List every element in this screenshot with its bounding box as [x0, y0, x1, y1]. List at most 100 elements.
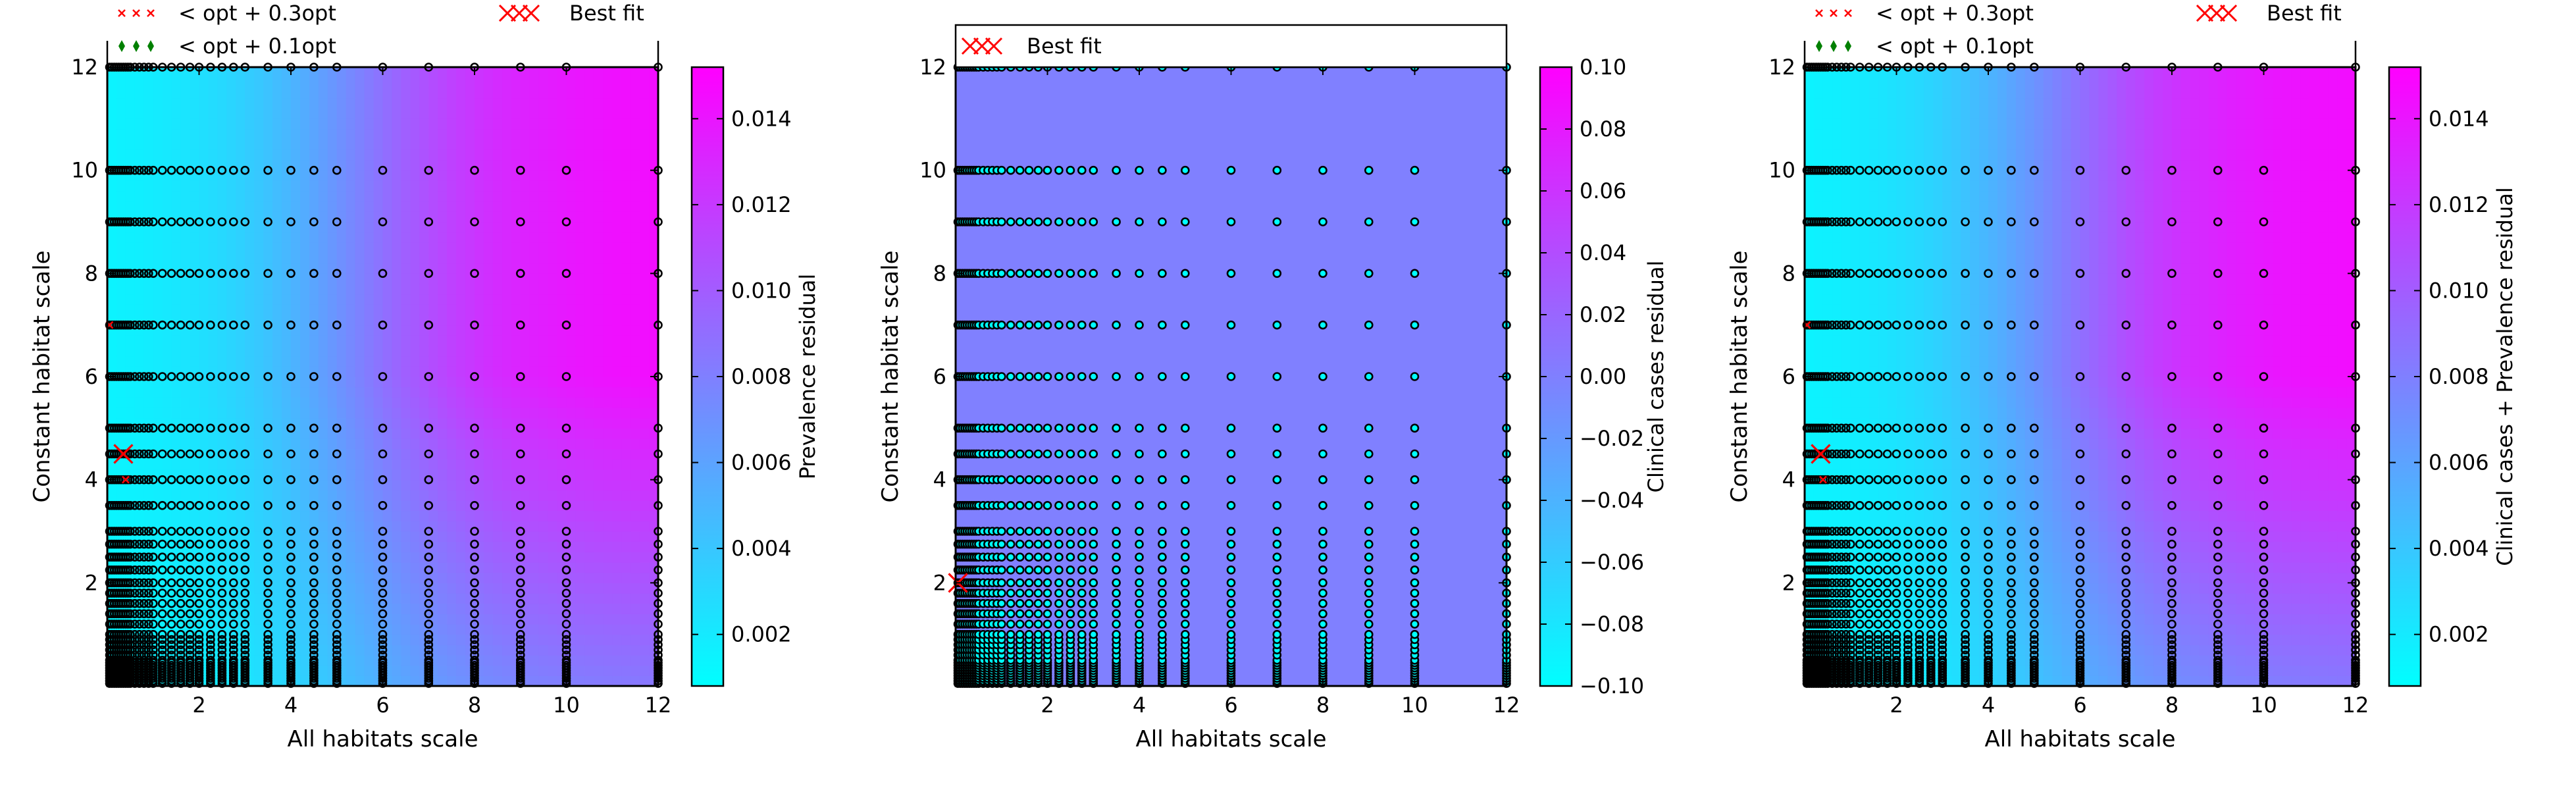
- sample-point: [332, 635, 342, 645]
- heatmap-cell: [217, 180, 227, 192]
- heatmap-cell: [199, 490, 209, 501]
- sample-point: [561, 165, 571, 175]
- heatmap-cell: [566, 510, 577, 521]
- heatmap-cell: [318, 438, 328, 450]
- heatmap-cell: [245, 346, 255, 357]
- heatmap-cell: [392, 459, 401, 470]
- heatmap-cell: [299, 510, 310, 521]
- sample-point: [167, 640, 176, 650]
- heatmap-cell: [346, 408, 356, 419]
- heatmap-cell: [355, 346, 365, 357]
- sample-point: [240, 578, 250, 588]
- heatmap-cell: [245, 377, 255, 388]
- sample-point: [206, 449, 215, 459]
- heatmap-cell: [401, 191, 411, 202]
- heatmap-cell: [419, 211, 429, 223]
- heatmap-cell: [511, 386, 521, 398]
- heatmap-cell: [180, 459, 191, 470]
- heatmap-cell: [226, 211, 236, 223]
- heatmap-cell: [557, 356, 567, 367]
- heatmap-cell: [364, 541, 374, 552]
- heatmap-cell: [116, 386, 126, 398]
- sample-point: [167, 609, 176, 619]
- heatmap-cell: [153, 98, 163, 109]
- heatmap-cell: [382, 521, 393, 532]
- heatmap-cell: [392, 232, 401, 243]
- heatmap-cell: [502, 180, 512, 192]
- heatmap-cell: [355, 428, 365, 439]
- heatmap-cell: [217, 88, 227, 99]
- heatmap-cell: [649, 386, 659, 398]
- heatmap-cell: [327, 253, 338, 264]
- heatmap-cell: [272, 88, 282, 99]
- heatmap-cell: [226, 325, 236, 336]
- sample-point: [424, 475, 434, 485]
- heatmap-cell: [392, 88, 401, 99]
- sample-point: [240, 609, 250, 619]
- heatmap-cell: [336, 191, 347, 202]
- heatmap-cell: [355, 448, 365, 460]
- heatmap-cell: [548, 284, 558, 295]
- heatmap-cell: [640, 531, 650, 542]
- heatmap-cell: [382, 180, 393, 192]
- heatmap-cell: [392, 170, 401, 181]
- heatmap-cell: [483, 232, 494, 243]
- sample-point: [228, 598, 238, 608]
- heatmap-cell: [254, 417, 264, 429]
- heatmap-cell: [419, 356, 429, 367]
- heatmap-cell: [594, 170, 604, 181]
- heatmap-cell: [346, 469, 356, 481]
- heatmap-cell: [548, 377, 558, 388]
- heatmap-cell: [456, 149, 466, 161]
- heatmap-cell: [483, 315, 494, 326]
- heatmap-cell: [475, 170, 484, 181]
- sample-point: [228, 640, 238, 650]
- heatmap-cell: [447, 129, 457, 140]
- heatmap-cell: [373, 603, 384, 614]
- heatmap-cell: [538, 201, 549, 212]
- sample-point: [126, 320, 135, 330]
- heatmap-cell: [502, 665, 512, 676]
- sample-point: [217, 629, 227, 639]
- sample-point: [470, 598, 479, 608]
- heatmap-cell: [438, 377, 448, 388]
- heatmap-cell: [217, 284, 227, 295]
- heatmap-cell: [520, 108, 530, 119]
- sample-point: [144, 423, 153, 433]
- heatmap-cell: [465, 191, 475, 202]
- heatmap-cell: [254, 191, 264, 202]
- heatmap-cell: [456, 459, 466, 470]
- sample-point: [135, 598, 144, 608]
- heatmap-cell: [217, 386, 227, 398]
- heatmap-cell: [492, 490, 503, 501]
- heatmap-cell: [236, 294, 245, 305]
- sample-point: [515, 320, 525, 330]
- heatmap-cell: [263, 490, 273, 501]
- heatmap-cell: [640, 160, 650, 171]
- heatmap-cell: [143, 284, 154, 295]
- heatmap-cell: [465, 160, 475, 171]
- heatmap-cell: [318, 459, 328, 470]
- heatmap-cell: [282, 232, 292, 243]
- heatmap-cell: [438, 510, 448, 521]
- heatmap-cell: [107, 201, 117, 212]
- sample-point: [424, 269, 434, 278]
- heatmap-cell: [180, 603, 191, 614]
- heatmap-cell: [428, 294, 438, 305]
- heatmap-cell: [475, 191, 484, 202]
- heatmap-cell: [621, 242, 631, 253]
- sample-point: [167, 635, 176, 645]
- sample-point: [240, 539, 250, 549]
- heatmap-cell: [438, 645, 448, 656]
- heatmap-cell: [116, 304, 126, 315]
- heatmap-cell: [612, 335, 622, 346]
- sample-point: [263, 598, 272, 608]
- heatmap-cell: [483, 139, 494, 150]
- heatmap-cell: [318, 222, 328, 233]
- heatmap-cell: [456, 562, 466, 573]
- heatmap-cell: [447, 438, 457, 450]
- heatmap-cell: [419, 88, 429, 99]
- heatmap-cell: [566, 191, 577, 202]
- heatmap-cell: [107, 346, 117, 357]
- heatmap-cell: [428, 191, 438, 202]
